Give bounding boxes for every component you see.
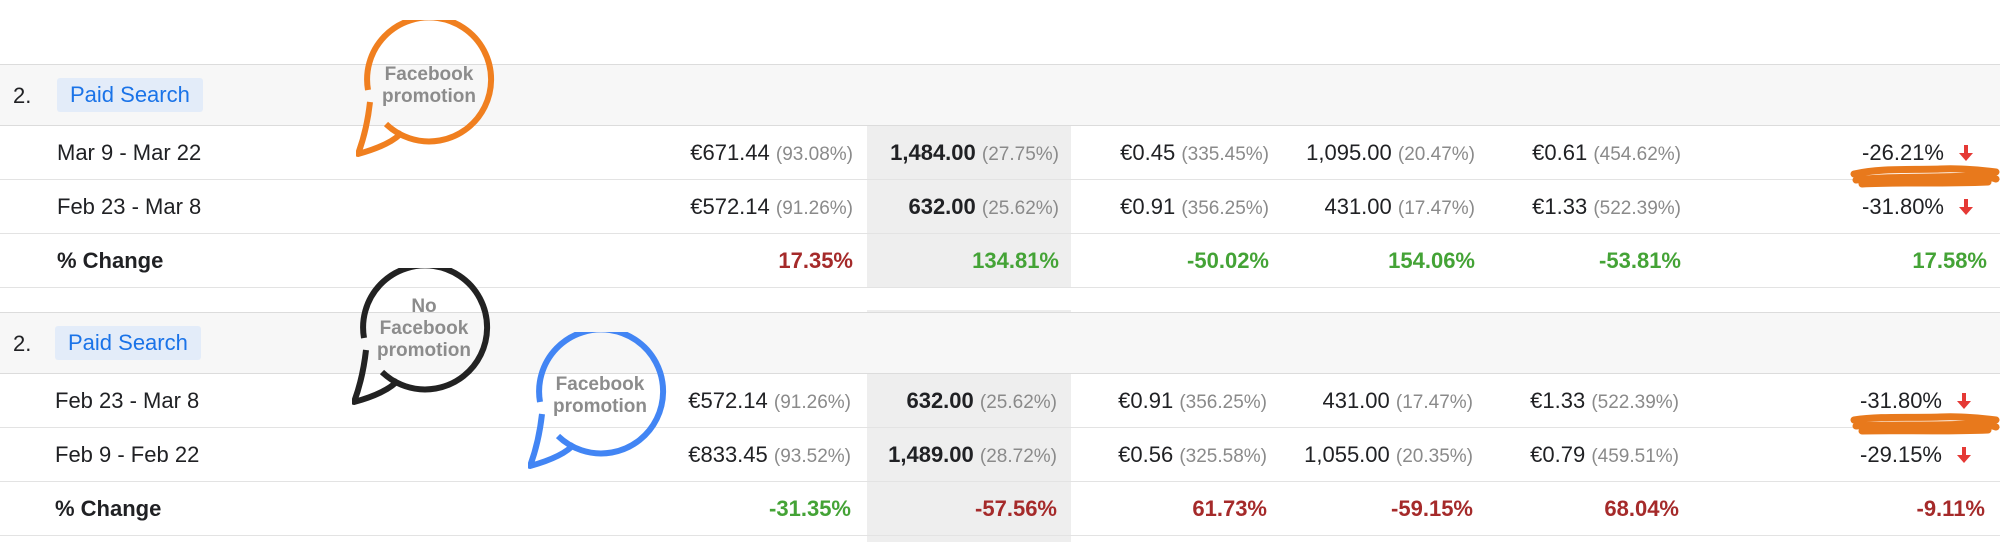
row-rank: 2. (13, 331, 32, 356)
metric-cell: €0.79 (459.51%) (1530, 442, 1679, 467)
speech-bubble-icon (352, 268, 491, 405)
metric-cell: 632.00 (25.62%) (906, 388, 1057, 413)
change-cell: -9.11% (1916, 496, 1986, 521)
metric-cell: €833.45 (93.52%) (688, 442, 851, 467)
change-value: -31.80% (1862, 194, 1944, 219)
channel-chip[interactable]: Paid Search (57, 78, 203, 112)
bubble-label: Facebook promotion (553, 374, 647, 417)
date-range-label: Feb 23 - Mar 8 (55, 388, 200, 413)
table-row[interactable]: Mar 9 - Mar 22 €671.44 (93.08%) 1,484.00… (0, 126, 2000, 180)
metric-cell: 632.00 (25.62%) (908, 194, 1059, 219)
bubble-label: No Facebook promotion (377, 296, 471, 361)
change-cell: 154.06% (1388, 248, 1475, 273)
metric-cell: 1,095.00 (20.47%) (1306, 140, 1475, 165)
metric-cell: €1.33 (522.39%) (1530, 388, 1679, 413)
date-range-label: Mar 9 - Mar 22 (57, 140, 202, 165)
metric-cell: €671.44 (93.08%) (690, 140, 853, 165)
group-row[interactable]: 2. Paid Search (0, 312, 2000, 374)
date-range-label: Feb 23 - Mar 8 (57, 194, 202, 219)
highlight-scribble (1850, 165, 2000, 188)
change-cell: 17.58% (1912, 248, 1987, 273)
channel-chip[interactable]: Paid Search (55, 326, 201, 360)
metric-cell: 431.00 (17.47%) (1322, 388, 1473, 413)
metric-cell: €0.56 (325.58%) (1118, 442, 1267, 467)
change-cell: -59.15% (1391, 496, 1473, 521)
metric-cell: 1,055.00 (20.35%) (1304, 442, 1473, 467)
row-rank: 2. (13, 83, 32, 108)
change-cell: -50.02% (1187, 248, 1269, 273)
speech-bubble-icon (528, 332, 667, 469)
change-cell: 61.73% (1192, 496, 1267, 521)
arrow-down-icon (1957, 393, 1971, 409)
date-range-label: Feb 9 - Feb 22 (55, 442, 200, 467)
percent-change-label: % Change (55, 496, 162, 521)
metric-cell: 1,484.00 (27.75%) (890, 140, 1059, 165)
change-cell: -53.81% (1599, 248, 1681, 273)
metric-cell: €572.14 (91.26%) (690, 194, 853, 219)
percent-change-label: % Change (57, 248, 164, 273)
arrow-down-icon (1957, 447, 1971, 463)
table-row[interactable]: Feb 23 - Mar 8 €572.14 (91.26%) 632.00 (… (0, 374, 2000, 428)
group-row[interactable]: 2. Paid Search (0, 64, 2000, 126)
table-row[interactable]: Feb 9 - Feb 22 €833.45 (93.52%) 1,489.00… (0, 428, 2000, 482)
metric-cell: €0.45 (335.45%) (1120, 140, 1269, 165)
metric-cell: €1.33 (522.39%) (1532, 194, 1681, 219)
table-row[interactable]: Feb 23 - Mar 8 €572.14 (91.26%) 632.00 (… (0, 180, 2000, 234)
metric-cell: €0.61 (454.62%) (1532, 140, 1681, 165)
metric-cell: €0.91 (356.25%) (1118, 388, 1267, 413)
bubble-label: Facebook promotion (382, 64, 476, 107)
change-cell: -31.35% (769, 496, 851, 521)
change-value: -29.15% (1860, 442, 1942, 467)
change-cell: -57.56% (975, 496, 1057, 521)
arrow-down-icon (1959, 145, 1973, 161)
percent-change-row: % Change 17.35% 134.81% -50.02% 154.06% … (0, 234, 2000, 288)
change-cell: 68.04% (1604, 496, 1679, 521)
speech-bubble-icon (356, 20, 495, 157)
metric-cell: €0.91 (356.25%) (1120, 194, 1269, 219)
change-cell: 17.35% (778, 248, 853, 273)
metric-cell: 431.00 (17.47%) (1324, 194, 1475, 219)
change-value: -31.80% (1860, 388, 1942, 413)
change-cell: 134.81% (972, 248, 1059, 273)
metric-cell: 1,489.00 (28.72%) (888, 442, 1057, 467)
percent-change-row: % Change -31.35% -57.56% 61.73% -59.15% … (0, 482, 2000, 536)
arrow-down-icon (1959, 199, 1973, 215)
metric-cell: €572.14 (91.26%) (688, 388, 851, 413)
highlight-scribble (1850, 413, 2000, 435)
change-value: -26.21% (1862, 140, 1944, 165)
